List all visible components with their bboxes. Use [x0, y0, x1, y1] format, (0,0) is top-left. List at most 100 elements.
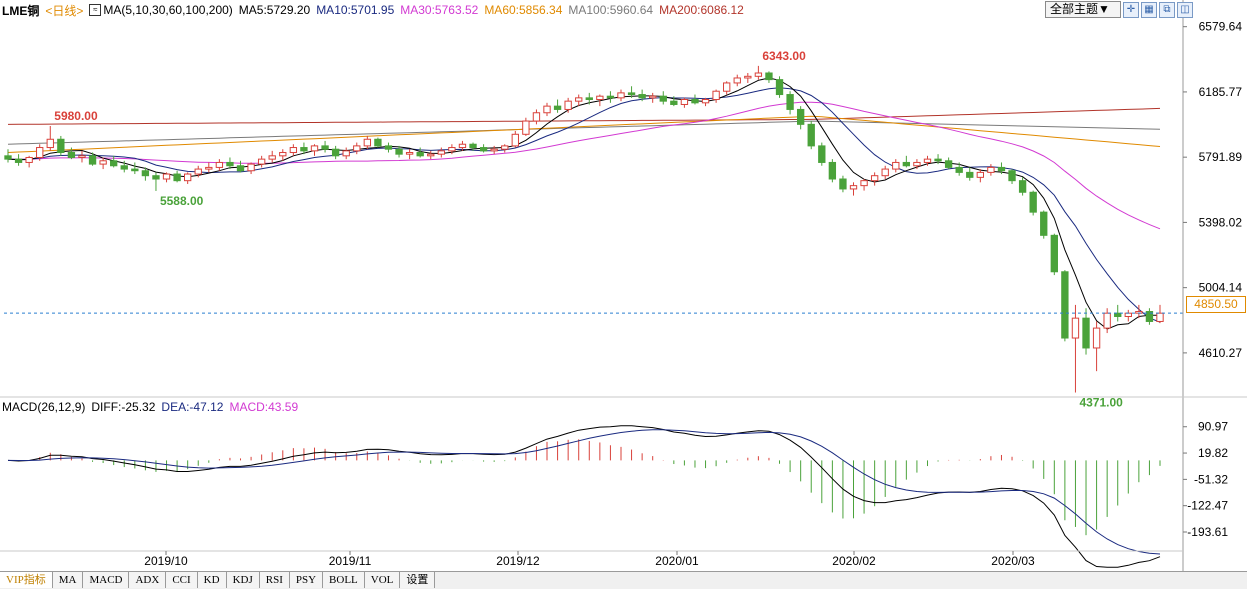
- candle-body: [638, 94, 646, 99]
- candle-body: [511, 133, 519, 147]
- candle-body: [162, 173, 171, 180]
- macd-diff-line: [7, 425, 1161, 568]
- candle-body: [1029, 191, 1037, 213]
- tab-6[interactable]: KDJ: [226, 572, 260, 588]
- candle-body: [88, 155, 97, 165]
- macd-tick-label: -51.32: [1194, 472, 1228, 486]
- tab-5[interactable]: KD: [197, 572, 227, 588]
- candle-body: [754, 72, 763, 77]
- candle-body: [691, 99, 699, 104]
- tab-10[interactable]: VOL: [364, 572, 401, 588]
- tab-4[interactable]: CCI: [166, 572, 198, 588]
- tab-8[interactable]: PSY: [289, 572, 324, 588]
- price-tick-label: 5791.89: [1199, 150, 1243, 164]
- candle-body: [236, 165, 245, 172]
- candle-body: [46, 138, 54, 149]
- candle-body: [902, 161, 911, 167]
- ma60-line: [7, 115, 1161, 153]
- restore-icon[interactable]: ⧉: [1159, 1, 1175, 18]
- candle-body: [67, 152, 76, 158]
- candle-body: [596, 95, 604, 101]
- candle-body: [437, 150, 445, 155]
- candle-body: [1114, 312, 1122, 317]
- price-tick-label: 5004.14: [1199, 281, 1243, 295]
- candle-body: [892, 161, 900, 170]
- candle-body: [712, 90, 720, 101]
- candle-body: [701, 99, 710, 104]
- candle-body: [14, 158, 23, 163]
- grid-icon[interactable]: ▦: [1141, 1, 1157, 18]
- split-icon[interactable]: ◫: [1177, 1, 1193, 18]
- macd-dea-line: [7, 429, 1161, 555]
- price-header: LME铜 <日线> ≈ MA(5,10,30,60,100,200) MA5:5…: [2, 2, 750, 18]
- ma30-value: MA30:5763.52: [400, 3, 479, 17]
- date-tick-label: 2019/11: [329, 554, 372, 568]
- ma-label: MA(5,10,30,60,100,200): [103, 3, 233, 17]
- candle-body: [955, 166, 963, 173]
- candle-body: [775, 79, 784, 96]
- macd-name: MACD(26,12,9): [2, 400, 86, 414]
- candle-body: [141, 170, 150, 177]
- candle-body: [279, 152, 287, 157]
- candle-body: [469, 143, 477, 149]
- candle-body: [1061, 271, 1069, 339]
- date-tick-label: 2020/03: [991, 554, 1035, 568]
- candle-body: [289, 147, 298, 154]
- tab-7[interactable]: RSI: [259, 572, 290, 588]
- tab-0[interactable]: VIP指标: [0, 572, 53, 588]
- tab-1[interactable]: MA: [52, 572, 84, 588]
- candle-body: [1145, 311, 1154, 322]
- ma10-value: MA10:5701.95: [316, 3, 395, 17]
- candle-body: [670, 100, 678, 105]
- candle-body: [152, 175, 160, 180]
- candle-body: [997, 166, 1006, 172]
- candle-body: [839, 178, 847, 190]
- price-panel: 5980.00 5588.00 6343.00 4371.00: [4, 49, 1183, 410]
- ma5-line: [7, 77, 1160, 330]
- candle-body: [215, 161, 224, 168]
- candle-body: [268, 155, 276, 160]
- axes: 6579.64 6185.77 5791.89 5398.02 5004.14 4610.…: [0, 0, 1247, 571]
- crosshair-icon[interactable]: ✛: [1123, 1, 1139, 18]
- candle-body: [384, 145, 393, 150]
- high-annotation: 5980.00: [54, 109, 98, 123]
- macd-dea: DEA:-47.12: [161, 400, 224, 414]
- tab-9[interactable]: BOLL: [323, 572, 365, 588]
- candle-body: [627, 92, 636, 96]
- macd-header: MACD(26,12,9) DIFF:-25.32 DEA:-47.12 MAC…: [2, 399, 304, 415]
- candle-body: [1103, 312, 1111, 329]
- candle-body: [173, 173, 181, 182]
- candle-body: [1040, 211, 1048, 236]
- candle-body: [458, 143, 467, 149]
- candle-body: [205, 166, 213, 170]
- candle-body: [395, 148, 403, 155]
- current-price-tag: 4850.50: [1186, 296, 1246, 313]
- candle-body: [331, 148, 340, 157]
- candle-body: [25, 156, 33, 163]
- candle-body: [585, 97, 593, 101]
- candle-body: [405, 152, 414, 155]
- candle-body: [78, 155, 86, 158]
- price-tick-label: 6579.64: [1199, 20, 1243, 34]
- macd-tick-label: -193.61: [1187, 525, 1228, 539]
- macd-macd: MACD:43.59: [229, 400, 299, 414]
- candle-body: [1124, 312, 1132, 317]
- low-annotation: 5588.00: [160, 194, 204, 208]
- candle-body: [532, 112, 541, 122]
- candle-body: [353, 145, 361, 152]
- candle-body: [966, 171, 974, 178]
- tab-2[interactable]: MACD: [83, 572, 130, 588]
- theme-dropdown[interactable]: 全部主题▼: [1045, 1, 1121, 18]
- candle-body: [99, 160, 107, 165]
- ma-settings-icon[interactable]: ≈: [89, 4, 102, 16]
- period-label[interactable]: <日线>: [45, 3, 84, 18]
- tab-3[interactable]: ADX: [129, 572, 167, 588]
- candle-body: [501, 145, 509, 150]
- candle-body: [36, 147, 44, 158]
- candle-body: [1092, 327, 1101, 349]
- candle-body: [131, 168, 139, 172]
- tab-11[interactable]: 设置: [400, 572, 436, 588]
- candle-body: [522, 120, 530, 135]
- date-tick-label: 2020/02: [832, 554, 876, 568]
